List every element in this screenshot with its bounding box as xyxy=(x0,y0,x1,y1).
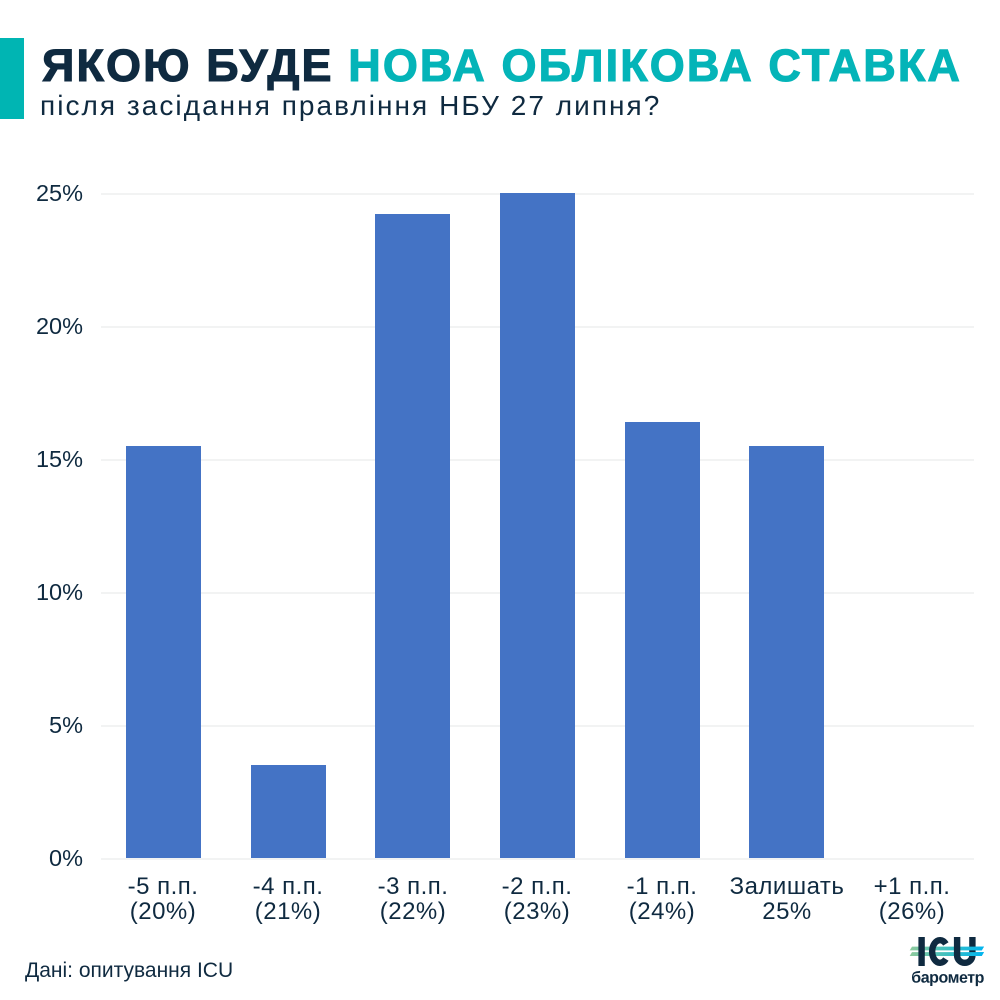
svg-text:барометр: барометр xyxy=(911,970,984,987)
